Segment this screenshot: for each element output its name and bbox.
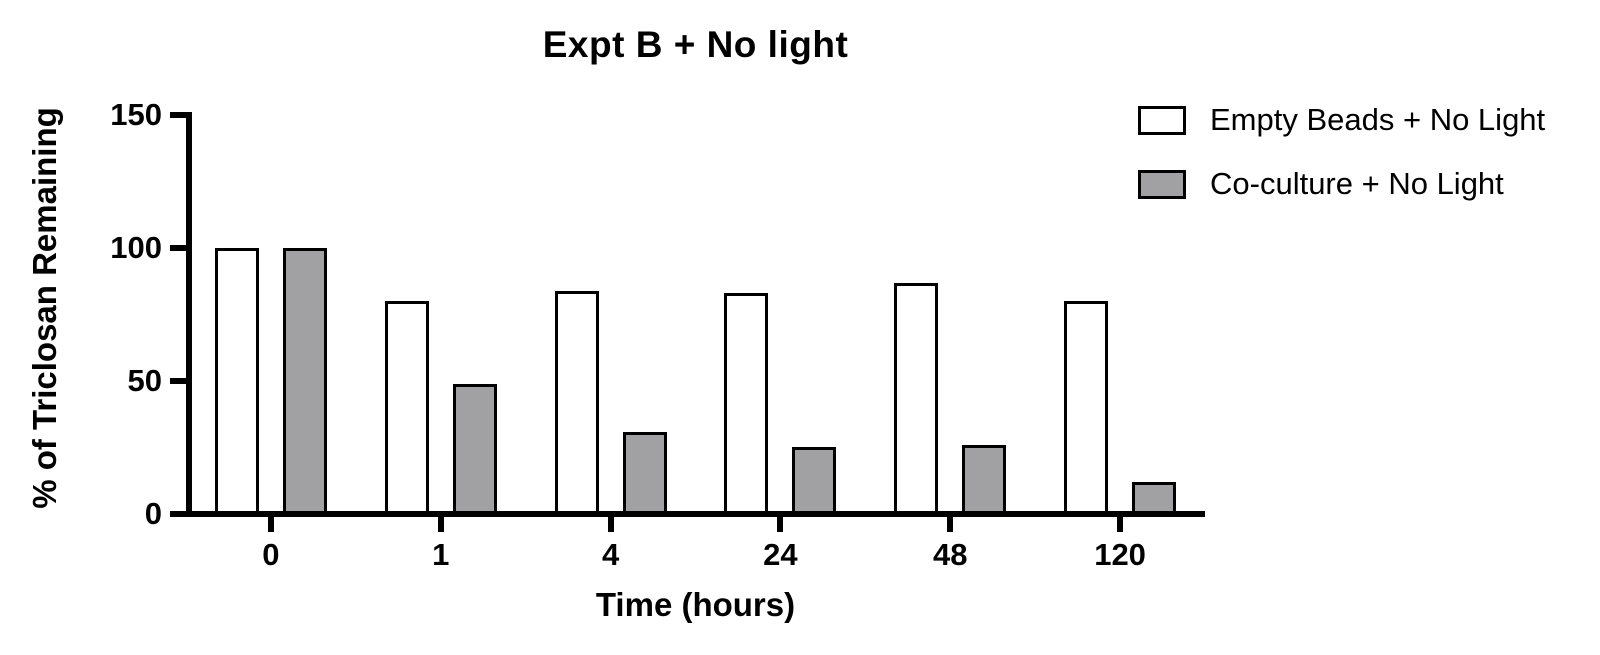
x-axis-tick-label: 120 (1094, 537, 1146, 572)
x-axis-tick-label: 0 (262, 537, 280, 572)
x-axis-title: Time (hours) (595, 586, 796, 623)
x-axis-line (186, 511, 1205, 517)
y-axis-title: % of Triclosan Remaining (26, 107, 63, 509)
bar-empty-beads-t4 (554, 291, 599, 514)
bar-empty-beads-t120 (1064, 301, 1109, 514)
x-axis-tick (437, 511, 444, 532)
bar-empty-beads-t1 (384, 301, 429, 514)
bar-empty-beads-t24 (724, 293, 769, 514)
y-axis-tick (170, 112, 192, 118)
y-axis-tick (170, 245, 192, 251)
x-axis-tick (947, 511, 954, 532)
x-axis-tick-label: 4 (601, 537, 620, 572)
x-axis-tick-label: 48 (933, 537, 968, 572)
x-axis-tick-label: 1 (432, 537, 450, 572)
x-axis-tick (267, 511, 274, 532)
legend-swatch-empty-beads-icon (1138, 105, 1186, 135)
y-axis-tick-label: 150 (110, 97, 162, 132)
bar-co-culture-t4 (622, 432, 667, 514)
chart-title: Expt B + No light (542, 24, 849, 65)
legend-item-co-culture: Co-culture + No Light (1138, 164, 1545, 204)
legend: Empty Beads + No Light Co-culture + No L… (1138, 100, 1545, 204)
y-axis-tick-label: 0 (144, 496, 162, 531)
x-axis-tick (777, 511, 784, 532)
y-axis-line (186, 112, 192, 517)
legend-swatch-co-culture-icon (1138, 169, 1186, 199)
bar-co-culture-t1 (452, 384, 497, 514)
x-axis-tick (1117, 511, 1124, 532)
y-axis-tick (170, 378, 192, 384)
y-axis-tick (170, 511, 192, 517)
bar-co-culture-t48 (962, 445, 1007, 514)
y-axis-tick-label: 100 (110, 230, 162, 265)
bar-empty-beads-t0 (214, 248, 259, 514)
x-axis-tick (607, 511, 614, 532)
bar-co-culture-t24 (792, 447, 837, 514)
bar-co-culture-t0 (282, 248, 327, 514)
y-axis-tick-label: 50 (127, 363, 162, 398)
legend-item-empty-beads: Empty Beads + No Light (1138, 100, 1545, 140)
bar-co-culture-t120 (1132, 482, 1177, 514)
legend-label-co-culture: Co-culture + No Light (1210, 166, 1504, 201)
bar-empty-beads-t48 (894, 283, 939, 514)
x-axis-tick-label: 24 (763, 537, 798, 572)
legend-label-empty-beads: Empty Beads + No Light (1210, 102, 1546, 137)
